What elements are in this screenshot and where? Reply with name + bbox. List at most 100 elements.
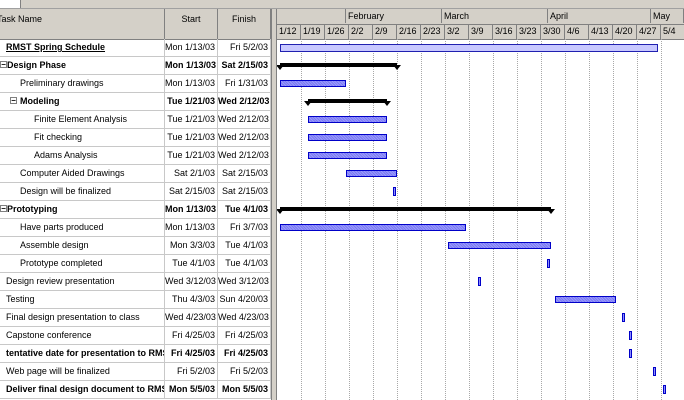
task-row[interactable]: Design review presentation Wed 3/12/03 Wed… [0,273,271,291]
task-finish-cell[interactable]: Wed 2/12/03 [218,111,271,128]
task-name-cell[interactable]: Design review presentation [0,273,165,290]
task-start-cell[interactable]: Wed 4/23/03 [165,309,218,326]
task-row[interactable]: Computer Aided Drawings Sat 2/1/03 Sat 2/1… [0,165,271,183]
summary-bar[interactable] [280,207,551,211]
task-finish-cell[interactable]: Sat 2/15/03 [218,165,271,182]
task-start-cell[interactable]: Fri 4/25/03 [165,345,218,362]
task-bar[interactable] [346,170,397,177]
task-name-cell[interactable]: Capstone conference [0,327,165,344]
collapse-toggle-icon[interactable]: − [10,96,17,105]
task-row[interactable]: Have parts produced Mon 1/13/03 Fri 3/7/03 [0,219,271,237]
task-bar[interactable] [448,242,551,249]
task-bar[interactable] [555,296,616,303]
milestone-marker[interactable] [478,277,481,286]
task-row[interactable]: Design will be finalized Sat 2/15/03 Sat 2… [0,183,271,201]
task-row[interactable]: Fit checking Tue 1/21/03 Wed 2/12/03 [0,129,271,147]
task-start-cell[interactable]: Fri 5/2/03 [165,363,218,380]
task-bar[interactable] [280,224,466,231]
task-finish-cell[interactable]: Fri 4/25/03 [218,345,271,362]
select-all-cell[interactable] [0,0,21,8]
column-header-finish[interactable]: Finish [218,9,271,39]
task-name-cell[interactable]: tentative date for presentation to RMS [0,345,165,362]
task-name-cell[interactable]: Assemble design [0,237,165,254]
task-row[interactable]: Assemble design Mon 3/3/03 Tue 4/1/03 [0,237,271,255]
task-row[interactable]: Final design presentation to class Wed 4/… [0,309,271,327]
task-row[interactable]: − Modeling Tue 1/21/03 Wed 2/12/03 [0,93,271,111]
task-finish-cell[interactable]: Sat 2/15/03 [218,183,271,200]
task-start-cell[interactable]: Tue 1/21/03 [165,147,218,164]
task-bar[interactable] [308,116,387,123]
task-finish-cell[interactable]: Sun 4/20/03 [218,291,271,308]
task-row[interactable]: − Design Phase Mon 1/13/03 Sat 2/15/03 [0,57,271,75]
task-start-cell[interactable]: Tue 4/1/03 [165,255,218,272]
task-finish-cell[interactable]: Wed 2/12/03 [218,93,271,110]
task-name-cell[interactable]: Testing [0,291,165,308]
task-start-cell[interactable]: Mon 1/13/03 [165,57,218,74]
task-start-cell[interactable]: Mon 1/13/03 [165,219,218,236]
task-name-cell[interactable]: Deliver final design document to RMS [0,381,165,398]
task-start-cell[interactable]: Tue 1/21/03 [165,93,218,110]
task-row[interactable]: Testing Thu 4/3/03 Sun 4/20/03 [0,291,271,309]
task-finish-cell[interactable]: Fri 5/2/03 [218,363,271,380]
task-name-cell[interactable]: Have parts produced [0,219,165,236]
task-name-cell[interactable]: Final design presentation to class [0,309,165,326]
task-name-cell[interactable]: Prototype completed [0,255,165,272]
task-finish-cell[interactable]: Sat 2/15/03 [218,57,271,74]
task-finish-cell[interactable]: Fri 1/31/03 [218,75,271,92]
column-header-task-name[interactable]: Task Name [0,9,165,39]
task-name-cell[interactable]: − Modeling [0,93,165,110]
task-bar[interactable] [308,152,387,159]
task-finish-cell[interactable]: Wed 2/12/03 [218,147,271,164]
task-start-cell[interactable]: Thu 4/3/03 [165,291,218,308]
task-bar[interactable] [280,80,346,87]
milestone-marker[interactable] [663,385,666,394]
milestone-marker[interactable] [547,259,550,268]
task-finish-cell[interactable]: Tue 4/1/03 [218,237,271,254]
task-finish-cell[interactable]: Tue 4/1/03 [218,255,271,272]
task-start-cell[interactable]: Sat 2/1/03 [165,165,218,182]
task-row[interactable]: Deliver final design document to RMS Mon … [0,381,271,399]
summary-bar[interactable] [308,99,387,103]
task-start-cell[interactable]: Mon 5/5/03 [165,381,218,398]
task-finish-cell[interactable]: Wed 4/23/03 [218,309,271,326]
task-start-cell[interactable]: Mon 1/13/03 [165,201,218,218]
column-header-start[interactable]: Start [165,9,218,39]
task-start-cell[interactable]: Mon 1/13/03 [165,39,218,56]
task-name-cell[interactable]: RMST Spring Schedule [0,39,165,56]
task-start-cell[interactable]: Fri 4/25/03 [165,327,218,344]
task-row[interactable]: Adams Analysis Tue 1/21/03 Wed 2/12/03 [0,147,271,165]
task-start-cell[interactable]: Tue 1/21/03 [165,111,218,128]
task-start-cell[interactable]: Wed 3/12/03 [165,273,218,290]
collapse-toggle-icon[interactable]: − [0,204,7,213]
task-finish-cell[interactable]: Wed 2/12/03 [218,129,271,146]
milestone-marker[interactable] [629,331,632,340]
task-finish-cell[interactable]: Mon 5/5/03 [218,381,271,398]
task-name-cell[interactable]: Fit checking [0,129,165,146]
task-name-cell[interactable]: Web page will be finalized [0,363,165,380]
pane-splitter[interactable] [271,9,277,400]
task-finish-cell[interactable]: Fri 5/2/03 [218,39,271,56]
task-name-cell[interactable]: Computer Aided Drawings [0,165,165,182]
summary-bar[interactable] [280,63,397,67]
task-name-cell[interactable]: Design will be finalized [0,183,165,200]
task-bar[interactable] [308,134,387,141]
task-finish-cell[interactable]: Wed 3/12/03 [218,273,271,290]
task-row[interactable]: RMST Spring Schedule Mon 1/13/03 Fri 5/2/0… [0,39,271,57]
task-name-cell[interactable]: − Design Phase [0,57,165,74]
task-name-cell[interactable]: Preliminary drawings [0,75,165,92]
task-row[interactable]: Web page will be finalized Fri 5/2/03 Fri … [0,363,271,381]
task-row[interactable]: Preliminary drawings Mon 1/13/03 Fri 1/31/… [0,75,271,93]
milestone-marker[interactable] [653,367,656,376]
task-finish-cell[interactable]: Tue 4/1/03 [218,201,271,218]
task-start-cell[interactable]: Mon 3/3/03 [165,237,218,254]
milestone-marker[interactable] [629,349,632,358]
task-finish-cell[interactable]: Fri 3/7/03 [218,219,271,236]
task-name-cell[interactable]: Adams Analysis [0,147,165,164]
task-name-cell[interactable]: − Prototyping [0,201,165,218]
task-row[interactable]: Prototype completed Tue 4/1/03 Tue 4/1/03 [0,255,271,273]
task-start-cell[interactable]: Tue 1/21/03 [165,129,218,146]
task-name-cell[interactable]: Finite Element Analysis [0,111,165,128]
milestone-marker[interactable] [622,313,625,322]
task-row[interactable]: Finite Element Analysis Tue 1/21/03 Wed 2/… [0,111,271,129]
task-start-cell[interactable]: Sat 2/15/03 [165,183,218,200]
